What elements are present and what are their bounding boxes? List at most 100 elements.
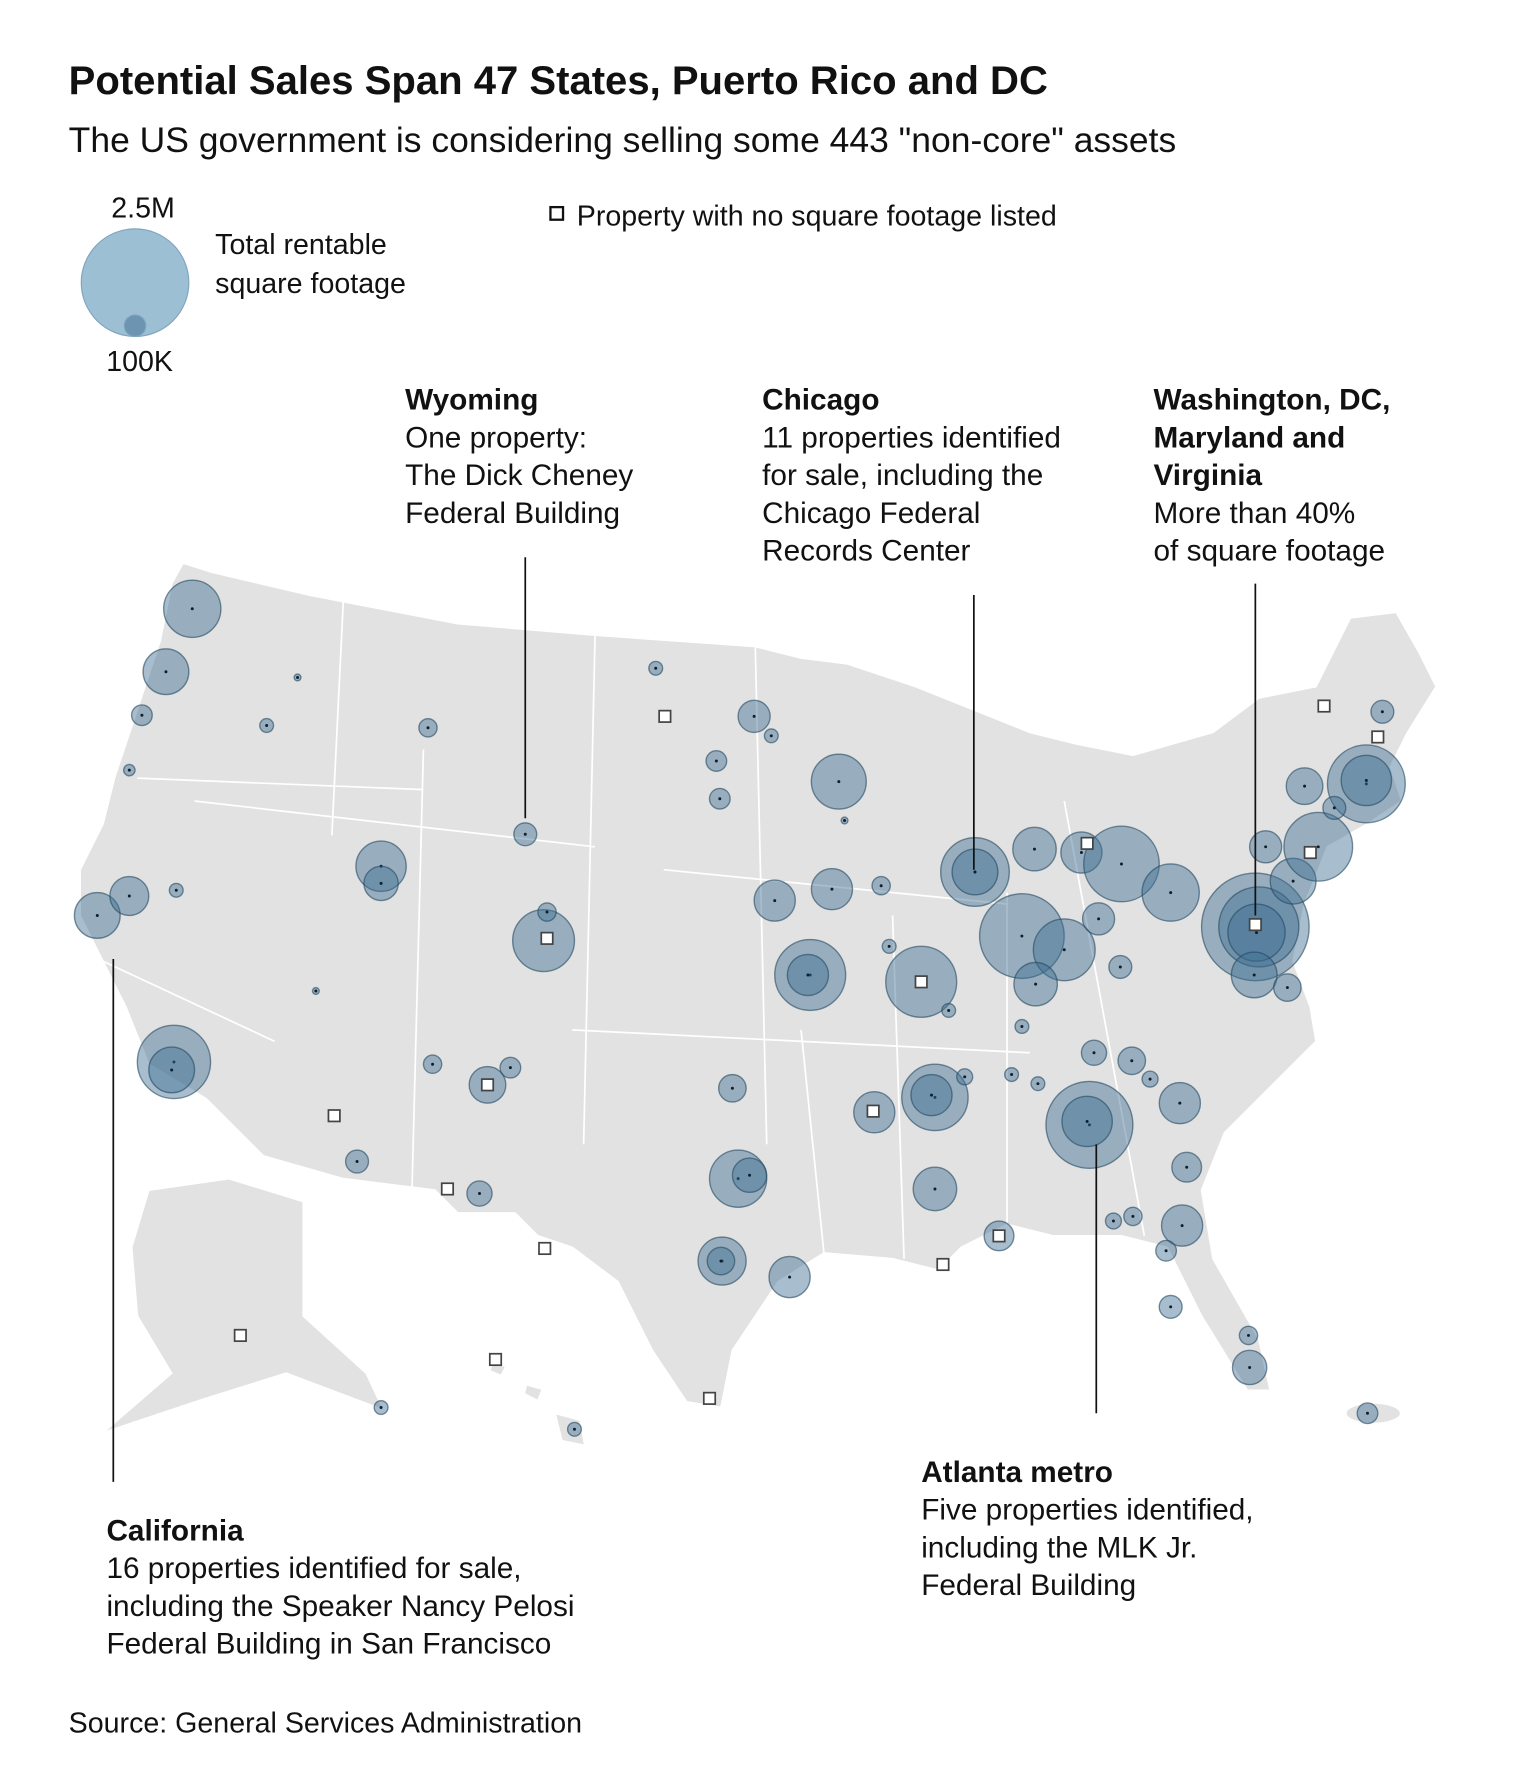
bubble-center — [1118, 965, 1122, 969]
no-sqft-marker — [866, 1104, 880, 1118]
annotation-title: Chicago — [762, 384, 879, 417]
legend-title: square footage — [215, 268, 406, 300]
bubble-center — [572, 1427, 576, 1431]
bubble-center — [887, 944, 891, 948]
bubble-center — [1148, 1077, 1152, 1081]
no-sqft-marker — [1317, 699, 1331, 713]
bubble-center — [1092, 1051, 1096, 1055]
no-sqft-marker — [327, 1109, 341, 1123]
no-sqft-markers — [233, 699, 1385, 1405]
annotation-text: More than 40% — [1154, 497, 1356, 530]
property-bubbles — [73, 579, 1406, 1437]
bubble-center — [1119, 862, 1123, 866]
annotation-title: Washington, DC, — [1154, 384, 1391, 417]
annotation-text: for sale, including the — [762, 459, 1043, 492]
alaska — [102, 1177, 386, 1434]
bubble-center — [1264, 845, 1268, 849]
annotation-text: Federal Building in San Francisco — [106, 1628, 551, 1661]
bubble-center — [1010, 1073, 1014, 1077]
legend-title: Total rentable — [215, 229, 387, 261]
annotation-title: California — [106, 1514, 244, 1547]
bubble-center — [879, 884, 883, 888]
bubble-center — [769, 734, 773, 738]
no-sqft-marker — [488, 1352, 503, 1367]
bubble-center — [830, 887, 834, 891]
bubble-center — [808, 973, 812, 977]
no-sqft-marker — [540, 931, 554, 945]
bubble-center — [1164, 1249, 1168, 1253]
bubble-center — [1364, 782, 1368, 786]
bubble-center — [523, 832, 527, 836]
bubble-center — [1366, 1411, 1369, 1415]
annotation-text: 11 properties identified — [762, 421, 1061, 454]
bubble-center — [1316, 845, 1320, 849]
bubble-center — [1085, 1119, 1089, 1123]
annotation-text: Federal Building — [405, 497, 620, 530]
bubble-center — [773, 899, 777, 903]
bubble-center — [1111, 1219, 1115, 1223]
bubble-center — [1248, 1365, 1252, 1369]
bubble-center — [736, 1177, 740, 1181]
legend-square — [549, 205, 565, 221]
annotation-text: The Dick Cheney — [405, 459, 633, 492]
bubble-center — [947, 1008, 951, 1012]
no-sqft-marker — [658, 709, 672, 723]
bubble-center — [379, 1406, 383, 1410]
bubble-center — [837, 780, 841, 784]
title: Potential Sales Span 47 States, Puerto R… — [69, 59, 1048, 103]
bubble-center — [314, 989, 318, 993]
bubble-center — [172, 1060, 176, 1064]
bubble-center — [748, 1173, 752, 1177]
annotation-text: including the MLK Jr. — [921, 1531, 1197, 1564]
bubble-center — [933, 1187, 937, 1191]
bubble-center — [718, 797, 722, 801]
bubble-center — [1130, 1059, 1134, 1063]
annotation-text: Five properties identified, — [921, 1494, 1253, 1527]
no-sqft-marker — [538, 1241, 552, 1256]
bubble-center — [973, 870, 977, 874]
bubble-center — [355, 1160, 359, 1163]
legend-circle — [123, 314, 147, 338]
bubble-center — [265, 724, 269, 727]
bubble-center — [1255, 931, 1258, 935]
bubble-center — [1062, 948, 1066, 952]
bubble-center — [1079, 851, 1083, 855]
annotation-text: Records Center — [762, 535, 970, 568]
bubble-center — [714, 759, 718, 763]
annotation-title: Atlanta metro — [921, 1456, 1113, 1489]
bubble-center — [170, 1068, 174, 1072]
no-sqft-marker — [992, 1229, 1006, 1243]
annotation-title: Maryland and — [1154, 421, 1346, 454]
bubble-center — [1291, 879, 1295, 883]
bubble-center — [508, 1066, 512, 1070]
legend-max-label: 2.5M — [111, 192, 175, 224]
bubble-center — [1034, 982, 1038, 986]
bubble-center — [190, 607, 194, 611]
source: Source: General Services Administration — [69, 1708, 582, 1740]
bubble-center — [1380, 710, 1384, 714]
bubble-center — [806, 973, 810, 977]
bubble-center — [1364, 778, 1368, 782]
bubble-center — [1020, 1024, 1024, 1028]
puerto-rico — [1344, 1402, 1402, 1425]
annotation-text: Chicago Federal — [762, 497, 980, 530]
bubble-center — [164, 670, 168, 674]
bubble-center — [127, 768, 131, 772]
bubble-center — [127, 894, 131, 898]
bubble-center — [843, 818, 847, 822]
bubble-center — [426, 726, 430, 730]
no-sqft-marker — [914, 975, 928, 989]
legend: 2.5M 100K Total rentable square footage … — [80, 192, 1057, 378]
bubble-center — [1285, 986, 1289, 990]
hawaii — [488, 1360, 586, 1447]
bubble-center — [1185, 1165, 1189, 1169]
annotation-text: of square footage — [1154, 535, 1386, 568]
state-borders — [102, 600, 1146, 1259]
annotation-title: Wyoming — [405, 384, 538, 417]
legend-min-label: 100K — [106, 346, 173, 378]
no-sqft-marker — [440, 1182, 455, 1196]
no-sqft-marker — [702, 1391, 717, 1405]
bubble-center — [1131, 1214, 1135, 1218]
no-sqft-marker — [1080, 836, 1094, 850]
